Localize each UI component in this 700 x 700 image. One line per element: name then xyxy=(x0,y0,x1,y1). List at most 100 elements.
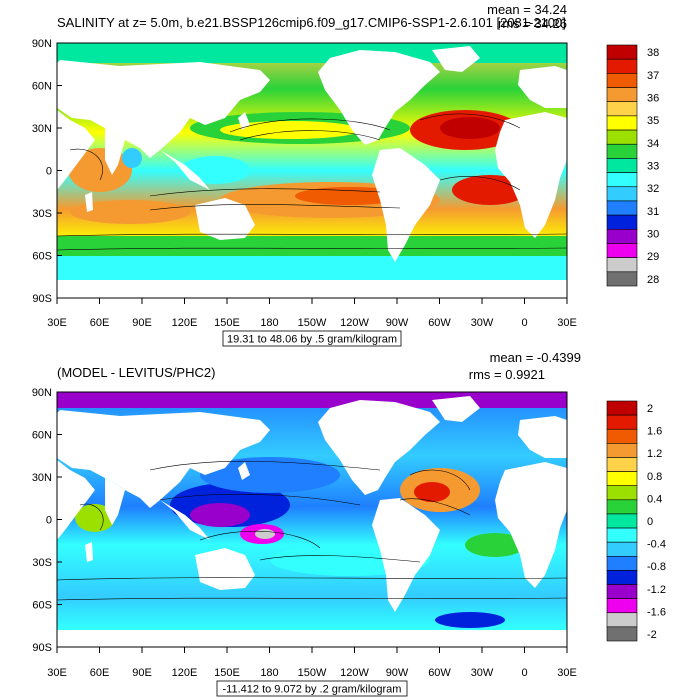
bottom-y-tick: 60N xyxy=(32,430,62,442)
top-land-japan xyxy=(238,112,250,130)
top-contours xyxy=(57,113,567,251)
colorbar-box xyxy=(606,143,638,159)
bottom-warm-pool-fresh xyxy=(190,503,250,527)
colorbar-label: 36 xyxy=(647,92,659,104)
bottom-north-atlantic-core xyxy=(414,482,450,502)
top-land-africa xyxy=(57,110,95,190)
top-north-atlantic-max xyxy=(440,117,500,139)
top-x-tick-label: 30E xyxy=(557,317,577,329)
colorbar-label: 2 xyxy=(647,403,653,415)
top-south-atlantic-high xyxy=(452,175,528,205)
bottom-x-tick: 150W xyxy=(298,647,327,679)
colorbar-label: 31 xyxy=(647,206,659,218)
bottom-south-atlantic-green xyxy=(465,533,525,557)
top-y-tick: 90N xyxy=(32,38,62,50)
colorbar-label: 34 xyxy=(647,138,659,150)
top-y-tick-label: 60S xyxy=(32,251,52,263)
bottom-fresh-core-center xyxy=(255,529,275,539)
top-x-tick-label: 150E xyxy=(214,317,240,329)
bottom-x-tick-label: 60W xyxy=(428,667,451,679)
top-x-tick: 90W xyxy=(386,298,409,329)
bottom-y-tick-label: 60S xyxy=(32,600,52,612)
colorbar-label: -1.6 xyxy=(647,606,666,618)
top-x-tick-label: 30W xyxy=(471,317,494,329)
colorbar-box xyxy=(606,626,638,642)
top-x-tick: 180 xyxy=(260,298,279,329)
colorbar-box xyxy=(606,115,638,131)
bottom-arctic-anomaly xyxy=(57,392,567,408)
colorbar-label: 33 xyxy=(647,161,659,173)
top-y-tick-label: 30S xyxy=(32,208,52,220)
bottom-x-tick-label: 0 xyxy=(521,667,527,679)
bottom-north-pacific-fresh xyxy=(200,457,340,493)
top-x-tick-label: 60E xyxy=(90,317,110,329)
top-y-axis: 90N 60N 30N 0 30S 60S 90S xyxy=(32,38,62,305)
top-x-tick: 120W xyxy=(340,298,369,329)
top-north-pacific-high xyxy=(220,121,360,139)
top-x-tick: 30W xyxy=(471,298,494,329)
bottom-land-australia xyxy=(195,548,255,590)
colorbar-label: -2 xyxy=(647,629,657,641)
colorbar-box xyxy=(606,527,638,543)
bottom-contours xyxy=(57,460,567,601)
bottom-land-antarctica xyxy=(57,630,567,647)
bottom-colorbar: 2 1.6 1.2 0.8 0.4 0 -0.4 -0.8 -1.2 -1.6 -2 xyxy=(606,400,666,642)
bottom-y-tick-label: 90N xyxy=(32,387,52,399)
top-panel-title: SALINITY at z= 5.0m, b.e21.BSSP126cmip6.… xyxy=(57,15,566,30)
colorbar-box xyxy=(606,101,638,117)
bottom-southern-blue xyxy=(435,612,505,628)
top-x-tick: 30E xyxy=(557,298,577,329)
top-y-tick-label: 0 xyxy=(46,166,52,178)
bottom-x-tick: 60W xyxy=(428,647,451,679)
bottom-y-axis: 90N 60N 30N 0 30S 60S 90S xyxy=(32,387,62,654)
colorbar-box xyxy=(606,513,638,529)
bottom-rms-label: rms = 0.9921 xyxy=(469,367,545,382)
colorbar-box xyxy=(606,186,638,202)
bottom-land-africa-west xyxy=(57,460,95,540)
bottom-land-madagascar xyxy=(85,542,93,562)
colorbar-box xyxy=(606,228,638,244)
colorbar-label: 30 xyxy=(647,229,659,241)
bottom-x-tick: 30E xyxy=(557,647,577,679)
top-land-africa-main xyxy=(495,112,567,238)
top-x-tick-label: 60W xyxy=(428,317,451,329)
bottom-y-tick: 60S xyxy=(32,600,62,612)
bottom-arabian-salty xyxy=(75,504,115,532)
colorbar-box xyxy=(606,612,638,628)
bottom-land-se-asia xyxy=(160,500,210,540)
colorbar-box xyxy=(606,44,638,60)
colorbar-label: 0.4 xyxy=(647,493,662,505)
colorbar-box xyxy=(606,271,638,287)
bottom-y-tick: 90N xyxy=(32,387,62,399)
top-y-tick: 60N xyxy=(32,81,62,93)
colorbar-box xyxy=(606,87,638,103)
top-x-tick: 150W xyxy=(298,298,327,329)
colorbar-box xyxy=(606,129,638,145)
top-y-tick: 30N xyxy=(32,123,62,135)
top-land-australia xyxy=(195,198,255,240)
colorbar-box xyxy=(606,400,638,416)
colorbar-box xyxy=(606,428,638,444)
top-x-tick-label: 30E xyxy=(47,317,67,329)
colorbar-label: 35 xyxy=(647,115,659,127)
bottom-x-axis: 30E 60E 90E 120E 150E 180 150W 120W 90W … xyxy=(47,647,577,679)
bottom-x-tick: 90E xyxy=(132,647,152,679)
top-x-tick: 120E xyxy=(172,298,197,329)
colorbar-box xyxy=(606,457,638,472)
top-x-tick: 90E xyxy=(132,298,152,329)
bottom-y-tick-label: 60N xyxy=(32,430,52,442)
colorbar-box xyxy=(606,485,638,501)
bottom-y-tick: 90S xyxy=(32,642,62,654)
colorbar-box xyxy=(606,471,638,487)
colorbar-box xyxy=(606,158,638,173)
colorbar-label: -0.4 xyxy=(647,539,666,551)
bottom-y-tick: 30N xyxy=(32,472,62,484)
colorbar-box xyxy=(606,598,638,614)
bottom-x-tick-label: 90W xyxy=(386,667,409,679)
bottom-mean-label: mean = -0.4399 xyxy=(490,350,581,365)
top-x-tick: 30E xyxy=(47,298,67,329)
bottom-land-greenland xyxy=(432,396,480,422)
bottom-panel-title: (MODEL - LEVITUS/PHC2) xyxy=(57,365,215,380)
top-x-tick-label: 120W xyxy=(340,317,369,329)
bottom-x-tick-label: 150W xyxy=(298,667,327,679)
